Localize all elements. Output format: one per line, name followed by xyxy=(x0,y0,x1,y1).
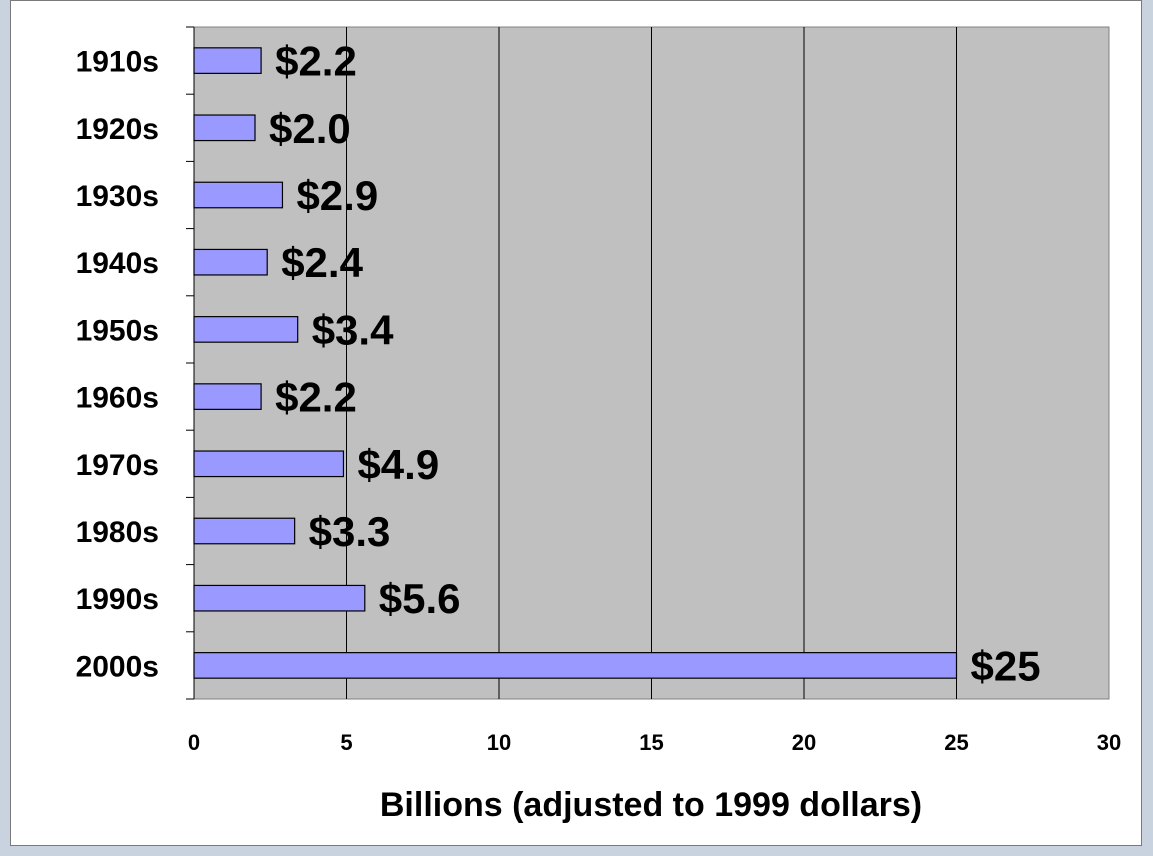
bar-1920s xyxy=(193,114,256,142)
category-label: 1940s xyxy=(76,247,159,280)
data-label: $2.9 xyxy=(296,172,378,219)
data-label: $2.4 xyxy=(281,239,363,286)
y-axis-ticks xyxy=(186,26,194,700)
category-label: 1920s xyxy=(76,113,159,146)
x-axis-title: Billions (adjusted to 1999 dollars) xyxy=(380,786,922,824)
bar-chart: 1910s 1920s 1930s 1940s 1950s 1960s 1970s 1980s… xyxy=(76,26,1121,824)
bars xyxy=(193,47,958,679)
data-label: $3.4 xyxy=(312,306,394,353)
data-labels: $2.2$2.0$2.9$2.4$3.4$2.2$4.9$3.3$5.6$25 xyxy=(269,38,1041,690)
x-tick-label: 15 xyxy=(639,730,663,755)
category-label: 1960s xyxy=(76,382,159,415)
category-label: 2000s xyxy=(76,650,159,683)
data-label: $5.6 xyxy=(379,575,461,622)
data-label: $2.0 xyxy=(269,105,351,152)
bar-1950s xyxy=(193,316,299,343)
data-label: $4.9 xyxy=(357,441,439,488)
bar-1980s xyxy=(193,517,296,545)
category-label: 1930s xyxy=(76,180,159,213)
x-tick-label: 20 xyxy=(792,730,816,755)
bar-1970s xyxy=(193,450,345,478)
x-tick-label: 30 xyxy=(1097,730,1121,755)
bar-1990s xyxy=(193,584,366,612)
x-tick-label: 25 xyxy=(944,730,968,755)
data-label: $3.3 xyxy=(309,508,391,555)
x-tick-label: 10 xyxy=(487,730,511,755)
category-label: 1910s xyxy=(76,46,159,79)
category-label: 1990s xyxy=(76,583,159,616)
data-label: $2.2 xyxy=(275,38,357,85)
data-label: $25 xyxy=(971,642,1041,689)
x-axis-tick-labels: 0 5 10 15 20 25 30 xyxy=(188,730,1121,755)
x-tick-label: 5 xyxy=(340,730,352,755)
category-label: 1970s xyxy=(76,449,159,482)
category-label: 1980s xyxy=(76,516,159,549)
bar-1960s xyxy=(193,383,262,410)
bar-2000s xyxy=(193,652,958,679)
x-tick-label: 0 xyxy=(188,730,200,755)
bar-1910s xyxy=(193,47,262,74)
bar-1940s xyxy=(193,248,268,276)
bar-1930s xyxy=(193,181,284,209)
category-label: 1950s xyxy=(76,314,159,347)
category-labels: 1910s 1920s 1930s 1940s 1950s 1960s 1970s 1980s… xyxy=(76,46,159,684)
data-label: $2.2 xyxy=(275,374,357,421)
chart-frame: 1910s 1920s 1930s 1940s 1950s 1960s 1970s 1980s… xyxy=(10,0,1142,846)
